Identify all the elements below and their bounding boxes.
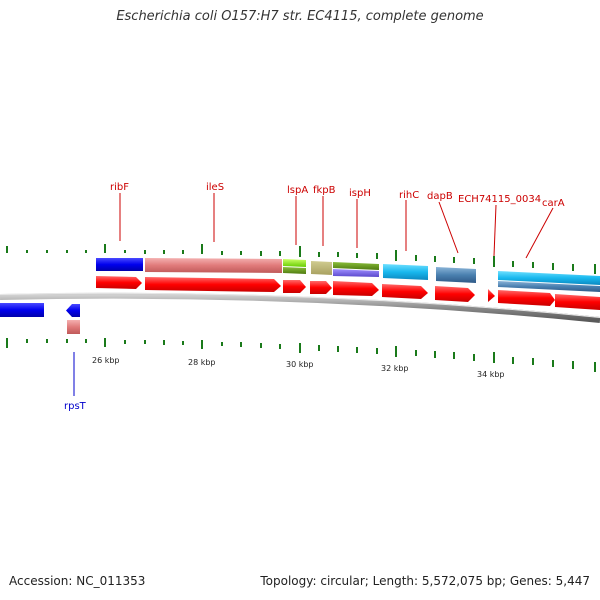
gene-fkpB[interactable] <box>311 261 332 275</box>
gene-left-blue[interactable] <box>0 303 44 317</box>
label-ileS: ileS <box>206 182 224 193</box>
label-fkpB: fkpB <box>313 185 336 196</box>
label-ribF: ribF <box>110 182 129 193</box>
label-lspA: lspA <box>287 185 308 196</box>
label-rpsT: rpsT <box>64 401 87 412</box>
label-ispH: ispH <box>349 188 371 199</box>
label-ECH74115_0034: ECH74115_0034 <box>458 194 541 205</box>
genome-backbone <box>0 292 600 323</box>
gene-ispH-top[interactable] <box>333 262 379 270</box>
gene-ECH74115_0034[interactable] <box>498 271 600 285</box>
label-leaders <box>119 193 554 259</box>
cds-carA[interactable] <box>498 290 555 306</box>
tick-label-32kbp: 32 kbp <box>381 364 409 373</box>
cds-lspA[interactable] <box>283 280 306 293</box>
gene-rpsT[interactable] <box>67 320 80 334</box>
cds-rihC[interactable] <box>382 284 428 299</box>
tick-label-26kbp: 26 kbp <box>92 356 120 365</box>
label-carA: carA <box>542 198 565 209</box>
label-rihC: rihC <box>399 190 419 201</box>
cds-ileS[interactable] <box>145 277 281 292</box>
gene-track <box>96 258 600 292</box>
label-dapB: dapB <box>427 191 453 202</box>
accession-text: Accession: NC_011353 <box>9 574 146 588</box>
gene-ileS[interactable] <box>145 258 282 273</box>
gene-dapB[interactable] <box>436 267 476 283</box>
tick-label-28kbp: 28 kbp <box>188 358 216 367</box>
gene-lspA-bottom[interactable] <box>283 267 306 274</box>
cds-next[interactable] <box>555 294 600 310</box>
cds-track <box>96 276 600 310</box>
upper-tick-row <box>6 244 596 274</box>
gene-rihC[interactable] <box>383 264 428 280</box>
cds-fkpB[interactable] <box>310 281 332 294</box>
genome-summary-text: Topology: circular; Length: 5,572,075 bp… <box>260 574 590 588</box>
cds-ispH[interactable] <box>333 281 379 296</box>
page-title: Escherichia coli O157:H7 str. EC4115, co… <box>116 9 484 24</box>
tick-label-34kbp: 34 kbp <box>477 370 505 379</box>
cds-dapB[interactable] <box>435 286 475 302</box>
tick-label-30kbp: 30 kbp <box>286 360 314 369</box>
reverse-track <box>0 303 80 334</box>
cds-ribF[interactable] <box>96 276 142 289</box>
gene-ispH-bottom[interactable] <box>333 269 379 277</box>
gene-carA[interactable] <box>498 281 600 292</box>
gene-ribF[interactable] <box>96 258 143 271</box>
lower-tick-row <box>6 338 596 372</box>
cds-ECH74115_0034[interactable] <box>488 289 495 302</box>
gene-lspA-top[interactable] <box>283 259 306 267</box>
cds-rpsT[interactable] <box>66 304 80 317</box>
